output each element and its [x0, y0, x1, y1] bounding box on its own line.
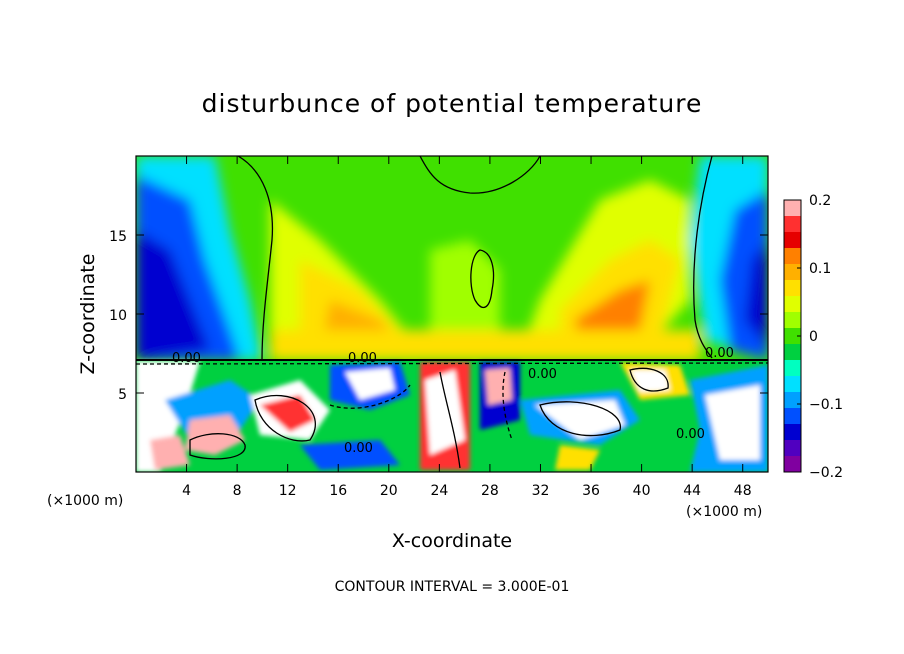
y-tick-label: 15	[109, 229, 127, 245]
colorbar-swatch	[784, 296, 801, 313]
colorbar-swatch	[784, 456, 801, 473]
colorbar-swatch	[784, 328, 801, 345]
colorbar-swatch	[784, 408, 801, 425]
contour-interval-note: CONTOUR INTERVAL = 3.000E-01	[335, 579, 570, 595]
colorbar-swatch	[784, 360, 801, 377]
x-axis-label: X-coordinate	[392, 530, 512, 552]
colorbar-tick-label: 0.2	[809, 193, 831, 209]
x-tick-label: 12	[279, 483, 297, 499]
colorbar-swatch	[784, 344, 801, 361]
x-tick-label: 36	[582, 483, 600, 499]
x-tick-label: 20	[380, 483, 398, 499]
colorbar-tick-label: −0.1	[809, 397, 843, 413]
colorbar-swatch	[784, 312, 801, 329]
x-tick-label: 24	[430, 483, 448, 499]
x-tick-label: 4	[182, 483, 191, 499]
contour-label: 0.00	[676, 427, 705, 442]
colorbar-swatch	[784, 424, 801, 441]
colorbar-swatch	[784, 392, 801, 409]
x-tick-label: 48	[734, 483, 752, 499]
colorbar-tick-label: −0.2	[809, 465, 843, 481]
x-tick-label: 32	[532, 483, 550, 499]
x-tick-label: 16	[329, 483, 347, 499]
contour-label: 0.00	[528, 367, 557, 382]
colorbar-swatch	[784, 280, 801, 297]
contour-value-labels: 0.00 0.00 0.00 0.00 0.00 0.00	[172, 346, 734, 456]
contour-lines	[136, 156, 768, 469]
colorbar-tick-label: 0	[809, 329, 818, 345]
x-tick-label: 40	[633, 483, 651, 499]
contour-label: 0.00	[348, 351, 377, 366]
colorbar-swatch	[784, 200, 801, 217]
y-tick-label: 10	[109, 308, 127, 324]
colorbar-swatch	[784, 264, 801, 281]
contour-label: 0.00	[344, 441, 373, 456]
y-axis-label: Z-coordinate	[77, 254, 99, 375]
x-tick-label: 8	[233, 483, 242, 499]
contour-label: 0.00	[705, 346, 734, 361]
x-unit-right: (×1000 m)	[686, 504, 762, 520]
colorbar-tick-label: 0.1	[809, 261, 831, 277]
y-axis: 5 10 15	[109, 229, 768, 403]
colorbar-swatch	[784, 232, 801, 249]
colorbar-swatch	[784, 216, 801, 233]
plot-field: 0.00 0.00 0.00 0.00 0.00 0.00	[136, 156, 768, 472]
colorbar-swatch	[784, 376, 801, 393]
x-axis: 4 8 12 16 20 24 28 32 36 40 44 48	[182, 156, 752, 499]
x-tick-label: 44	[683, 483, 701, 499]
x-unit-left: (×1000 m)	[47, 493, 123, 509]
chart-title: disturbunce of potential temperature	[202, 89, 703, 118]
colorbar-ticks: 0.2 0.1 0 −0.1 −0.2	[797, 193, 843, 481]
colorbar	[784, 200, 801, 473]
contour-label: 0.00	[172, 351, 201, 366]
y-tick-label: 5	[118, 387, 127, 403]
x-tick-label: 28	[481, 483, 499, 499]
colorbar-swatch	[784, 248, 801, 265]
colorbar-swatch	[784, 440, 801, 457]
